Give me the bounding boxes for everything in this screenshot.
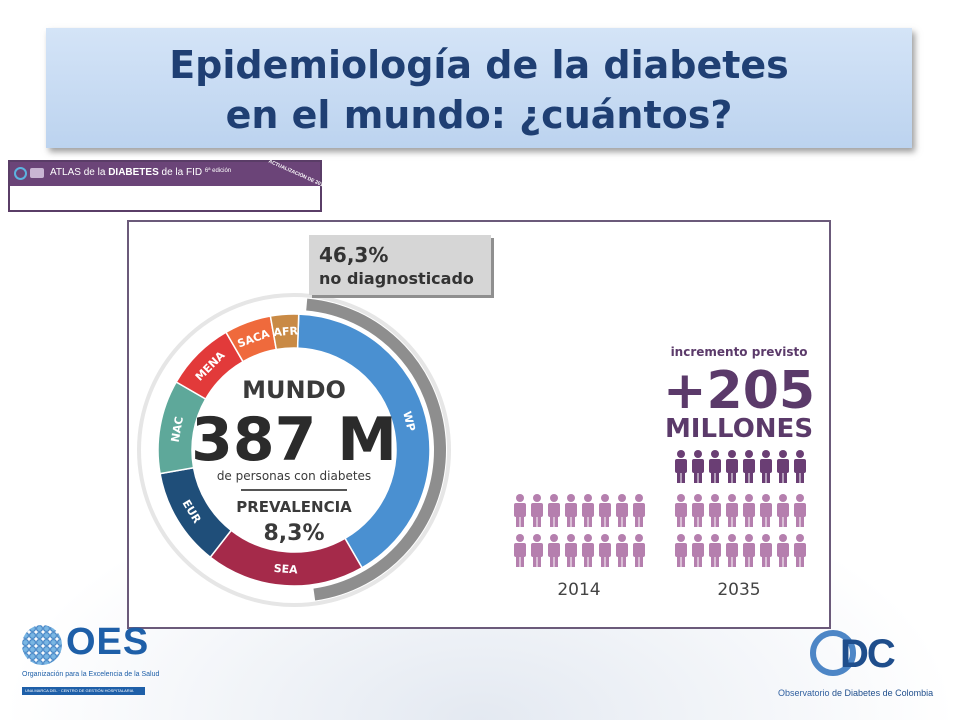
person-icon: [675, 450, 687, 483]
person-icon: [531, 494, 543, 527]
person-icon: [548, 494, 560, 527]
person-icon: [582, 494, 594, 527]
person-icon: [726, 450, 738, 483]
odc-ring-icon: [810, 630, 856, 676]
prevalence-label: PREVALENCIA: [236, 498, 352, 516]
oes-logo-text: OES: [66, 621, 150, 663]
atlas-fid-banner: ATLAS de la DIABETES de la FID 6ª edició…: [8, 159, 327, 212]
person-icon: [743, 450, 755, 483]
oes-subtitle: Organización para la Excelencia de la Sa…: [22, 671, 160, 678]
person-icon: [709, 494, 721, 527]
increase-value: +205: [663, 361, 815, 421]
odc-subtitle: Observatorio de Diabetes de Colombia: [778, 688, 933, 698]
person-icon: [531, 534, 543, 567]
atlas-banner-title: ATLAS de la DIABETES de la FID 6ª edició…: [50, 167, 231, 178]
region-label-afr: AFR: [273, 324, 299, 339]
person-icon: [760, 534, 772, 567]
person-icon: [514, 534, 526, 567]
idf-mini-logo-icon: [30, 168, 44, 178]
person-icon: [692, 534, 704, 567]
oes-globe-icon: [22, 625, 62, 665]
person-icon: [599, 534, 611, 567]
prevalence-value: 8,3%: [263, 521, 324, 546]
region-segment-afr: [269, 313, 300, 351]
atlas-edition: 6ª edición: [204, 168, 232, 174]
region-segment-wp: [296, 313, 431, 569]
odc-logo: DC Observatorio de Diabetes de Colombia: [778, 628, 956, 704]
person-icon: [777, 494, 789, 527]
oes-footer-bar: UNA MARCA DEL · CENTRO DE GESTIÓN HOSPIT…: [22, 687, 145, 695]
year-2014-label: 2014: [557, 580, 600, 600]
person-icon: [633, 494, 645, 527]
person-icon: [565, 534, 577, 567]
outer-ring: [137, 293, 451, 607]
increase-unit: MILLONES: [665, 414, 813, 444]
undiagnosed-arc: [306, 298, 446, 601]
person-icon: [514, 494, 526, 527]
person-icon: [760, 494, 772, 527]
oes-logo: OES Organización para la Excelencia de l…: [22, 621, 159, 700]
infographic-svg: 46,3% no diagnosticado WPSEAEURNACMENASA…: [137, 235, 815, 607]
odc-sub-rest: de Diabetes de Colombia: [829, 688, 934, 698]
slide-title-line-2: en el mundo: ¿cuántos?: [225, 93, 733, 137]
person-icon: [743, 494, 755, 527]
person-icon: [548, 534, 560, 567]
person-icon: [794, 534, 806, 567]
slide-title-box: Epidemiología de la diabetes en el mundo…: [46, 28, 912, 148]
atlas-brand: DIABETES: [108, 167, 159, 178]
increase-label: incremento previsto: [671, 345, 808, 359]
odc-sub-prefix: Observatorio: [778, 688, 830, 698]
person-icon: [616, 534, 628, 567]
person-icon: [794, 450, 806, 483]
world-value: 387 M: [191, 405, 397, 475]
person-icon: [692, 494, 704, 527]
undiagnosed-label: no diagnosticado: [319, 269, 474, 288]
person-icon: [633, 534, 645, 567]
person-icon: [726, 494, 738, 527]
person-icon: [599, 494, 611, 527]
undiagnosed-pct: 46,3%: [319, 243, 388, 267]
person-icon: [726, 534, 738, 567]
person-icon: [777, 450, 789, 483]
atlas-suffix: de la FID: [158, 167, 203, 178]
region-label-sea: SEA: [273, 562, 298, 577]
idf-logo-icon: [14, 167, 27, 180]
region-label-nac: NAC: [169, 416, 186, 444]
person-icon: [743, 534, 755, 567]
people-icons-2014: [514, 494, 645, 567]
person-icon: [794, 494, 806, 527]
atlas-banner-strip: [10, 162, 320, 186]
diabetes-infographic: 46,3% no diagnosticado WP SEA EUR NAC MENA SA…: [127, 220, 831, 629]
person-icon: [777, 534, 789, 567]
year-2035-label: 2035: [717, 580, 760, 600]
person-icon: [692, 450, 704, 483]
undiagnosed-callout: [309, 235, 491, 295]
person-icon: [675, 494, 687, 527]
person-icon: [709, 534, 721, 567]
person-icon: [616, 494, 628, 527]
odc-letters: DC: [840, 632, 896, 676]
people-label: de personas con diabetes: [217, 469, 371, 483]
world-label: MUNDO: [242, 376, 346, 404]
person-icon: [760, 450, 772, 483]
person-icon: [709, 450, 721, 483]
person-icon: [582, 534, 594, 567]
people-icons-2035: [675, 450, 806, 567]
region-label-wp: WP: [400, 410, 418, 433]
atlas-prefix: ATLAS de la: [50, 167, 109, 178]
slide-title-line-1: Epidemiología de la diabetes: [169, 43, 789, 87]
person-icon: [565, 494, 577, 527]
person-icon: [675, 534, 687, 567]
